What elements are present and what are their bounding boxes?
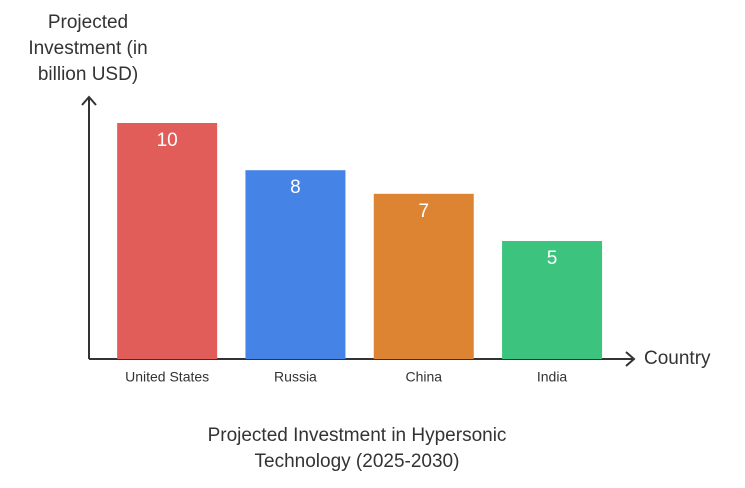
x-tick-label: India: [537, 369, 568, 385]
bar: [373, 193, 474, 359]
value-label: 5: [547, 248, 558, 269]
y-axis-arrow: [81, 95, 97, 106]
bar: [502, 241, 603, 359]
bar: [245, 170, 346, 359]
x-axis-arrow: [625, 351, 636, 367]
x-tick-label: China: [405, 369, 442, 385]
x-tick-label: Russia: [274, 369, 317, 385]
value-label: 7: [418, 201, 429, 222]
value-label: 8: [290, 177, 301, 198]
x-axis-label: Country: [644, 348, 711, 369]
bar: [117, 123, 218, 359]
chart-title: Projected Investment in Hypersonic Techn…: [207, 425, 507, 472]
value-label: 10: [157, 130, 178, 151]
x-tick-label: United States: [125, 369, 209, 385]
y-axis-label: Projected Investment (in billion USD): [28, 12, 148, 85]
